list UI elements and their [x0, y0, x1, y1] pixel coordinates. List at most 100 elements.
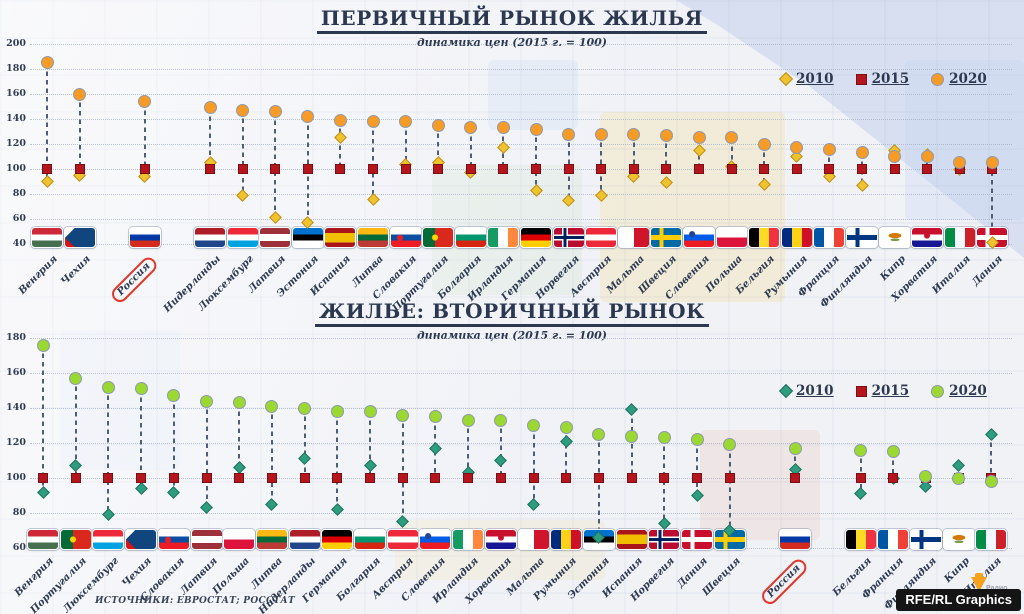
- marker-2015-square: [563, 164, 574, 174]
- marker-2015-square: [531, 164, 541, 174]
- marker-2020-circle: [363, 405, 377, 418]
- y-gridline: [30, 44, 1012, 45]
- marker-2020-circle: [268, 105, 282, 118]
- marker-2015-square: [139, 164, 150, 174]
- y-axis-tick-label: 80: [12, 507, 26, 518]
- y-axis-tick-label: 60: [12, 542, 26, 553]
- marker-2020-circle: [167, 389, 181, 403]
- connector-line: [597, 434, 600, 538]
- marker-2020-circle: [330, 405, 344, 418]
- marker-2020-circle: [134, 382, 148, 396]
- marker-2020-circle: [953, 156, 967, 170]
- marker-2020-circle: [657, 431, 671, 445]
- marker-2020-circle: [757, 137, 771, 151]
- connector-line: [205, 401, 208, 508]
- y-axis-tick-label: 100: [6, 163, 26, 174]
- marker-2020-circle: [36, 338, 50, 352]
- flag-pt: [59, 529, 92, 550]
- connector-line: [630, 409, 633, 478]
- flag-cy: [942, 529, 975, 550]
- marker-2015-square: [888, 473, 899, 483]
- circle-marker-icon: [931, 384, 945, 398]
- marker-2020-circle: [788, 441, 802, 455]
- marker-2015-square: [332, 473, 343, 483]
- marker-2015-square: [724, 473, 735, 483]
- chart2-subtitle: динамика цен (2015 г. = 100): [416, 329, 608, 342]
- marker-2015-square: [465, 164, 476, 174]
- marker-2020-circle: [200, 394, 213, 408]
- connector-line: [728, 444, 731, 531]
- connector-line: [696, 439, 698, 496]
- marker-2015-square: [922, 164, 933, 174]
- flag-mt: [517, 529, 550, 550]
- marker-2020-circle: [625, 429, 639, 443]
- marker-2015-square: [824, 164, 835, 174]
- y-axis-tick-label: 140: [6, 402, 26, 413]
- circle-marker-icon: [931, 72, 945, 86]
- marker-2020-circle: [494, 413, 508, 427]
- marker-2015-square: [628, 164, 639, 174]
- marker-2015-square: [400, 164, 411, 174]
- flag-pt: [422, 227, 455, 248]
- marker-2020-circle: [822, 142, 836, 156]
- marker-2015-square: [694, 164, 704, 174]
- marker-2020-circle: [888, 150, 902, 163]
- connector-line: [238, 402, 241, 478]
- marker-2020-circle: [692, 131, 706, 145]
- diamond-marker-icon: [778, 71, 794, 87]
- connector-line: [241, 110, 244, 196]
- marker-2015-square: [299, 473, 310, 483]
- y-gridline: [30, 119, 1012, 120]
- connector-line: [107, 387, 110, 515]
- marker-2015-square: [759, 164, 770, 174]
- marker-2020-circle: [920, 150, 934, 163]
- chart1-title: ПЕРВИЧНЫЙ РЫНОК ЖИЛЬЯ: [316, 6, 708, 34]
- connector-line: [78, 94, 81, 176]
- connector-line: [42, 345, 44, 492]
- marker-2015-square: [561, 473, 572, 483]
- y-axis-tick-label: 120: [6, 138, 26, 149]
- chart2-title: ЖИЛЬЕ: ВТОРИЧНЫЙ РЫНОК: [315, 299, 709, 327]
- flag-at: [585, 227, 618, 248]
- marker-2020-circle: [399, 115, 413, 128]
- connector-line: [372, 121, 374, 199]
- marker-2015-square: [463, 473, 474, 483]
- flag-ie: [452, 529, 485, 550]
- credit-badge: RFE/RL Graphics: [896, 589, 1021, 611]
- marker-2015-square: [335, 164, 346, 174]
- legend-label: 2020: [949, 71, 987, 87]
- flag-sk: [157, 529, 190, 550]
- y-axis-tick-label: 180: [6, 63, 26, 74]
- y-axis-tick-label: 140: [6, 113, 26, 124]
- y-axis-tick-label: 40: [12, 238, 26, 249]
- flag-pl: [715, 227, 748, 248]
- diamond-marker-icon: [778, 383, 794, 399]
- legend-item-2015: 2015: [855, 383, 909, 399]
- flag-be: [844, 529, 877, 550]
- flag-pl: [223, 529, 256, 550]
- legend-label: 2015: [871, 71, 910, 87]
- connector-line: [74, 378, 77, 478]
- connector-line: [143, 101, 146, 177]
- flag-fr: [813, 227, 846, 248]
- connector-line: [532, 425, 535, 505]
- connector-line: [991, 162, 994, 243]
- connector-line: [140, 388, 143, 489]
- connector-line: [467, 420, 470, 478]
- marker-2015-square: [42, 164, 52, 174]
- flag-at: [386, 529, 419, 550]
- marker-2015-square: [659, 473, 670, 483]
- y-axis-tick-label: 80: [12, 188, 26, 199]
- marker-2020-circle: [790, 141, 804, 155]
- connector-line: [404, 121, 407, 169]
- marker-2020-circle: [594, 127, 608, 141]
- legend-item-2020: 2020: [931, 71, 987, 87]
- marker-2020-circle: [527, 419, 540, 432]
- flag-ie: [487, 227, 520, 248]
- flag-lu: [92, 529, 125, 550]
- flag-dk: [681, 529, 713, 550]
- y-axis-tick-label: 60: [12, 213, 26, 224]
- legend: 2010 2015 2020: [778, 71, 987, 87]
